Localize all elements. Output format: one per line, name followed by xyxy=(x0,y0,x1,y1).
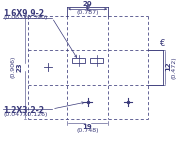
Text: 23: 23 xyxy=(17,62,23,72)
Text: 12: 12 xyxy=(165,61,171,71)
Text: €: € xyxy=(159,39,165,48)
Text: €: € xyxy=(85,4,90,13)
Text: 19: 19 xyxy=(83,124,92,130)
Text: 1.6X9.9-2: 1.6X9.9-2 xyxy=(3,9,44,18)
Bar xyxy=(72,58,85,63)
Text: (0.047X0.126): (0.047X0.126) xyxy=(3,112,47,117)
Text: (0.906): (0.906) xyxy=(11,56,16,78)
Bar xyxy=(90,58,103,63)
Text: (0.472): (0.472) xyxy=(171,56,176,79)
Text: (0.787): (0.787) xyxy=(76,10,99,15)
Text: 20: 20 xyxy=(83,0,92,7)
Text: 1.2X3.2-2: 1.2X3.2-2 xyxy=(3,106,44,115)
Text: (0.063X0.390): (0.063X0.390) xyxy=(3,15,47,20)
Text: (0.748): (0.748) xyxy=(76,128,99,134)
